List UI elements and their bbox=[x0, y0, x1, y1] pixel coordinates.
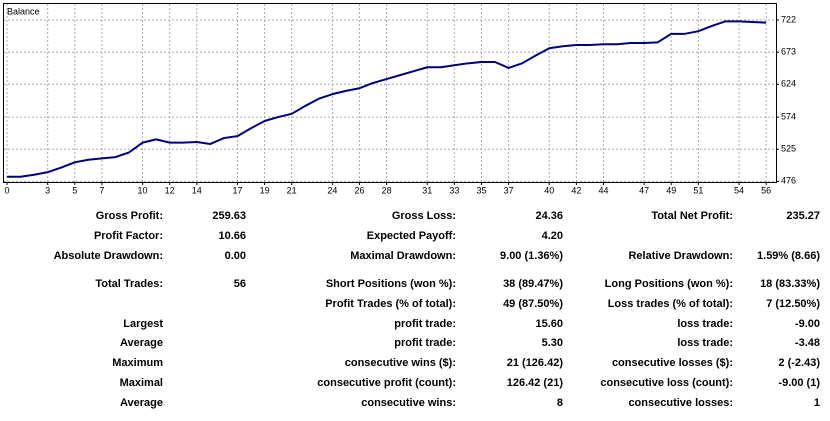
stat-label: Gross Profit: bbox=[96, 210, 163, 222]
x-tick-label: 12 bbox=[165, 185, 175, 195]
stat-label: consecutive losses ($): bbox=[612, 357, 733, 369]
stat-value: 24.36 bbox=[535, 210, 563, 222]
stat-label: loss trade: bbox=[677, 318, 733, 330]
balance-line bbox=[7, 20, 767, 178]
stat-value: -9.00 (1) bbox=[778, 377, 820, 389]
stat-value: 259.63 bbox=[212, 210, 246, 222]
stat-value: 2 (-2.43) bbox=[778, 357, 820, 369]
stat-value: 56 bbox=[234, 278, 246, 290]
x-tick-label: 56 bbox=[761, 185, 771, 195]
y-tick-label: 525 bbox=[781, 144, 796, 154]
x-tick-label: 7 bbox=[99, 185, 104, 195]
stat-value: 8 bbox=[557, 397, 563, 409]
stat-label: Average bbox=[120, 397, 163, 409]
y-tick-label: 574 bbox=[781, 111, 796, 121]
x-tick-label: 51 bbox=[693, 185, 703, 195]
x-tick-label: 47 bbox=[639, 185, 649, 195]
stat-label: consecutive profit (count): bbox=[317, 377, 456, 389]
plot-frame bbox=[3, 3, 777, 183]
stat-value: -9.00 bbox=[795, 318, 820, 330]
stat-label: consecutive wins: bbox=[361, 397, 456, 409]
stat-value: 0.00 bbox=[225, 250, 246, 262]
stat-label: consecutive losses: bbox=[628, 397, 733, 409]
stat-value: 235.27 bbox=[786, 210, 820, 222]
stat-label: Total Trades: bbox=[95, 278, 163, 290]
stat-value: 7 (12.50%) bbox=[766, 298, 820, 310]
stat-value: 38 (89.47%) bbox=[503, 278, 563, 290]
stat-label: consecutive loss (count): bbox=[600, 377, 733, 389]
stat-label: loss trade: bbox=[677, 337, 733, 349]
stat-value: 1 bbox=[814, 397, 820, 409]
stats-table: Gross Profit: 259.63 Gross Loss: 24.36 Total… bbox=[54, 210, 821, 409]
stat-label: Gross Loss: bbox=[392, 210, 456, 222]
x-tick-label: 14 bbox=[192, 185, 202, 195]
stat-label: Short Positions (won %): bbox=[326, 278, 456, 290]
y-tick-label: 476 bbox=[781, 176, 796, 186]
x-tick-label: 10 bbox=[138, 185, 148, 195]
stat-label: Maximum bbox=[112, 357, 163, 369]
stat-value: 15.60 bbox=[535, 318, 563, 330]
x-tick-label: 28 bbox=[382, 185, 392, 195]
x-tick-label: 37 bbox=[504, 185, 514, 195]
x-tick-label: 42 bbox=[571, 185, 581, 195]
stat-label: Average bbox=[120, 337, 163, 349]
x-tick-label: 33 bbox=[449, 185, 459, 195]
x-tick-label: 49 bbox=[666, 185, 676, 195]
stat-value: 1.59% (8.66) bbox=[757, 250, 820, 262]
x-tick-label: 31 bbox=[422, 185, 432, 195]
chart-title: Balance bbox=[7, 6, 40, 16]
y-tick-label: 673 bbox=[781, 47, 796, 57]
y-tick-label: 722 bbox=[781, 14, 796, 24]
stat-label: consecutive wins ($): bbox=[345, 357, 456, 369]
x-tick-label: 54 bbox=[734, 185, 744, 195]
stat-label: Total Net Profit: bbox=[651, 210, 733, 222]
x-tick-label: 17 bbox=[232, 185, 242, 195]
x-tick-label: 0 bbox=[4, 185, 9, 195]
stat-label: Maximal Drawdown: bbox=[350, 250, 456, 262]
stat-value: 5.30 bbox=[542, 337, 563, 349]
stat-value: 21 (126.42) bbox=[507, 357, 564, 369]
x-tick-label: 5 bbox=[72, 185, 77, 195]
stat-label: profit trade: bbox=[394, 337, 456, 349]
stat-label: Profit Factor: bbox=[94, 230, 163, 242]
stat-label: profit trade: bbox=[394, 318, 456, 330]
x-tick-label: 44 bbox=[598, 185, 608, 195]
x-tick-label: 40 bbox=[544, 185, 554, 195]
stat-value: -3.48 bbox=[795, 337, 820, 349]
stat-label: Expected Payoff: bbox=[367, 230, 456, 242]
x-tick-label: 3 bbox=[45, 185, 50, 195]
x-tick-label: 35 bbox=[476, 185, 486, 195]
x-tick-label: 19 bbox=[260, 185, 270, 195]
stat-value: 18 (83.33%) bbox=[760, 278, 820, 290]
stat-label: Absolute Drawdown: bbox=[54, 250, 163, 262]
stat-label: Maximal bbox=[120, 377, 163, 389]
stat-value: 9.00 (1.36%) bbox=[500, 250, 563, 262]
stat-label: Loss trades (% of total): bbox=[608, 298, 733, 310]
stat-label: Largest bbox=[123, 318, 163, 330]
stat-value: 4.20 bbox=[542, 230, 563, 242]
x-tick-label: 24 bbox=[327, 185, 337, 195]
x-tick-label: 21 bbox=[287, 185, 297, 195]
stat-label: Profit Trades (% of total): bbox=[325, 298, 456, 310]
y-tick-label: 624 bbox=[781, 79, 796, 89]
stat-value: 126.42 (21) bbox=[507, 377, 564, 389]
x-tick-label: 26 bbox=[354, 185, 364, 195]
stat-label: Relative Drawdown: bbox=[628, 250, 733, 262]
stat-label: Long Positions (won %): bbox=[605, 278, 733, 290]
stat-value: 10.66 bbox=[218, 230, 246, 242]
stat-value: 49 (87.50%) bbox=[503, 298, 563, 310]
